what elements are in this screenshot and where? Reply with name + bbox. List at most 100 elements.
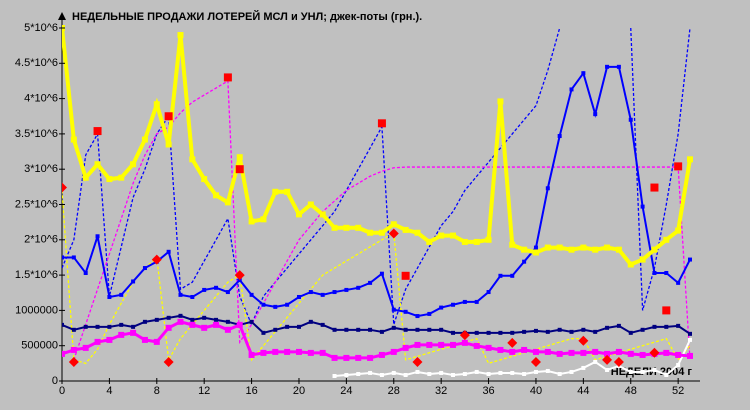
square-marker [427, 372, 432, 377]
square-marker [71, 327, 76, 332]
square-marker [688, 331, 692, 336]
square-marker [414, 229, 421, 236]
square-marker [532, 249, 539, 256]
square-marker [627, 261, 634, 268]
square-marker [378, 229, 385, 236]
square-marker [569, 369, 574, 374]
square-marker [236, 321, 243, 328]
square-marker [402, 226, 409, 233]
square-marker [439, 370, 444, 375]
square-marker [509, 241, 516, 248]
square-marker [414, 341, 421, 348]
square-marker [533, 369, 538, 374]
diamond-marker [507, 337, 518, 348]
square-marker [154, 317, 159, 322]
series-line [62, 27, 692, 267]
square-marker [368, 327, 373, 332]
square-marker [70, 136, 77, 143]
square-marker [165, 141, 172, 148]
square-marker [284, 348, 291, 355]
square-marker [344, 327, 349, 332]
square-marker [62, 322, 64, 327]
square-marker [119, 292, 124, 297]
square-marker [616, 323, 621, 328]
square-marker [295, 348, 302, 355]
square-marker [628, 369, 633, 374]
square-marker [177, 32, 184, 39]
square-marker [131, 279, 136, 284]
square-marker [593, 329, 598, 334]
square-marker [344, 287, 349, 292]
series-line [73, 79, 691, 361]
square-marker [688, 257, 692, 262]
square-marker [331, 354, 338, 361]
square-marker [356, 327, 361, 332]
square-marker [320, 322, 325, 327]
square-marker [142, 319, 147, 324]
square-marker [95, 324, 100, 329]
square-marker [130, 329, 137, 336]
square-marker [307, 201, 314, 208]
square-marker [178, 292, 183, 297]
square-marker [273, 327, 278, 332]
square-marker [189, 156, 196, 163]
square-marker [190, 294, 195, 299]
square-marker [522, 372, 527, 377]
square-marker [391, 307, 396, 312]
square-marker [236, 154, 243, 161]
plot-area [62, 25, 693, 378]
square-marker [344, 372, 349, 377]
square-marker [462, 299, 467, 304]
square-marker [367, 229, 374, 236]
square-marker [225, 290, 230, 295]
diamond-marker [68, 356, 79, 367]
square-marker [485, 344, 492, 351]
square-marker [568, 246, 575, 253]
square-marker [605, 367, 610, 372]
square-marker [332, 373, 337, 378]
square-marker [580, 349, 587, 356]
square-marker [544, 348, 551, 355]
square-marker [332, 290, 337, 295]
square-marker [356, 285, 361, 290]
square-marker [439, 327, 444, 332]
square-marker [474, 330, 479, 335]
x-tick-label: 44 [577, 385, 589, 397]
diamond-marker [163, 356, 174, 367]
square-marker [379, 372, 384, 377]
square-marker [592, 348, 599, 355]
square-marker [142, 266, 147, 271]
square-marker [676, 280, 681, 285]
x-tick-label: 32 [435, 385, 447, 397]
square-marker [522, 329, 527, 334]
square-marker [639, 256, 646, 263]
square-marker [650, 183, 659, 192]
square-marker [153, 101, 160, 108]
square-marker [675, 351, 682, 358]
square-marker [581, 71, 586, 76]
square-marker [355, 224, 362, 231]
square-marker [107, 294, 112, 299]
square-marker [93, 127, 102, 136]
y-tick-label: 1000000 [15, 304, 58, 316]
square-marker [153, 338, 160, 345]
square-marker [261, 330, 266, 335]
square-marker [83, 270, 88, 275]
y-tick-label: 4*10^6 [24, 93, 58, 105]
square-marker [248, 218, 255, 225]
square-marker [427, 311, 432, 316]
square-marker [581, 327, 586, 332]
square-marker [451, 330, 456, 335]
square-marker [62, 255, 64, 260]
square-marker [497, 98, 504, 105]
square-marker [545, 368, 550, 373]
square-marker [580, 244, 587, 251]
square-marker [510, 330, 515, 335]
diamond-marker [234, 270, 245, 281]
square-marker [615, 246, 622, 253]
x-tick-label: 24 [340, 385, 352, 397]
square-marker [130, 161, 137, 168]
square-marker [83, 324, 88, 329]
square-marker [178, 313, 183, 318]
